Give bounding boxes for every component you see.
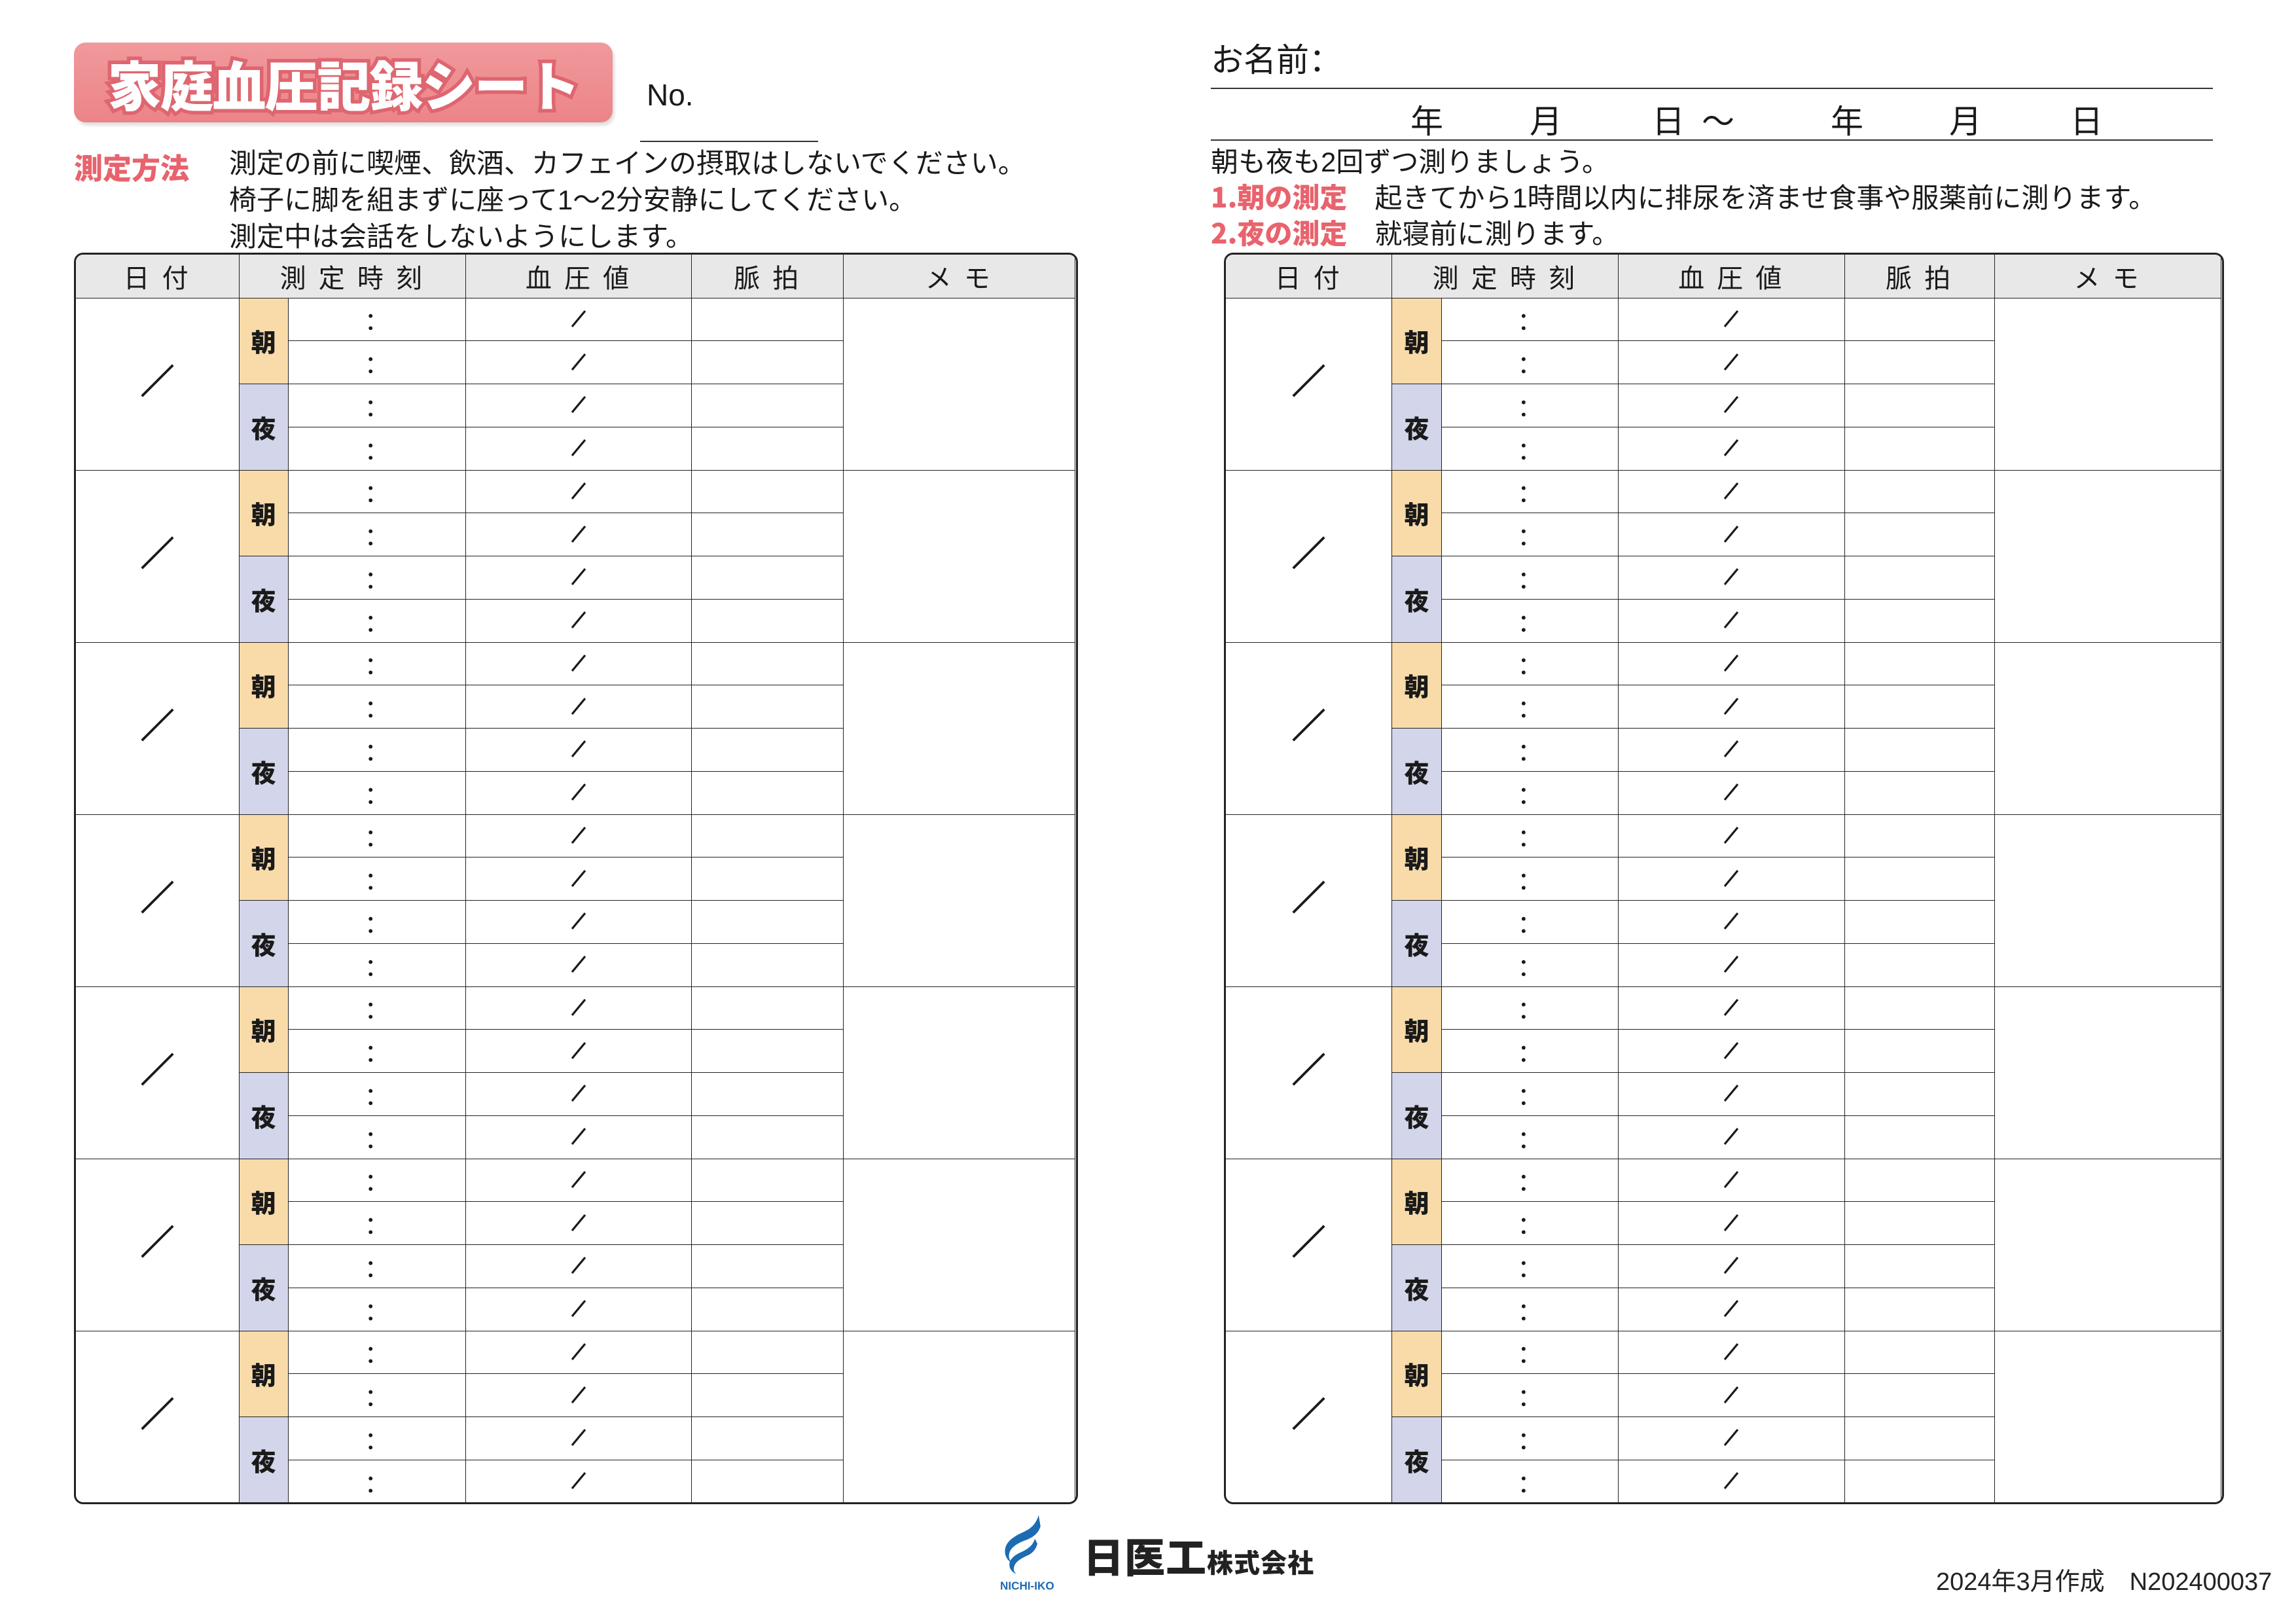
svg-text:NICHI-IKO: NICHI-IKO [1000, 1580, 1054, 1593]
